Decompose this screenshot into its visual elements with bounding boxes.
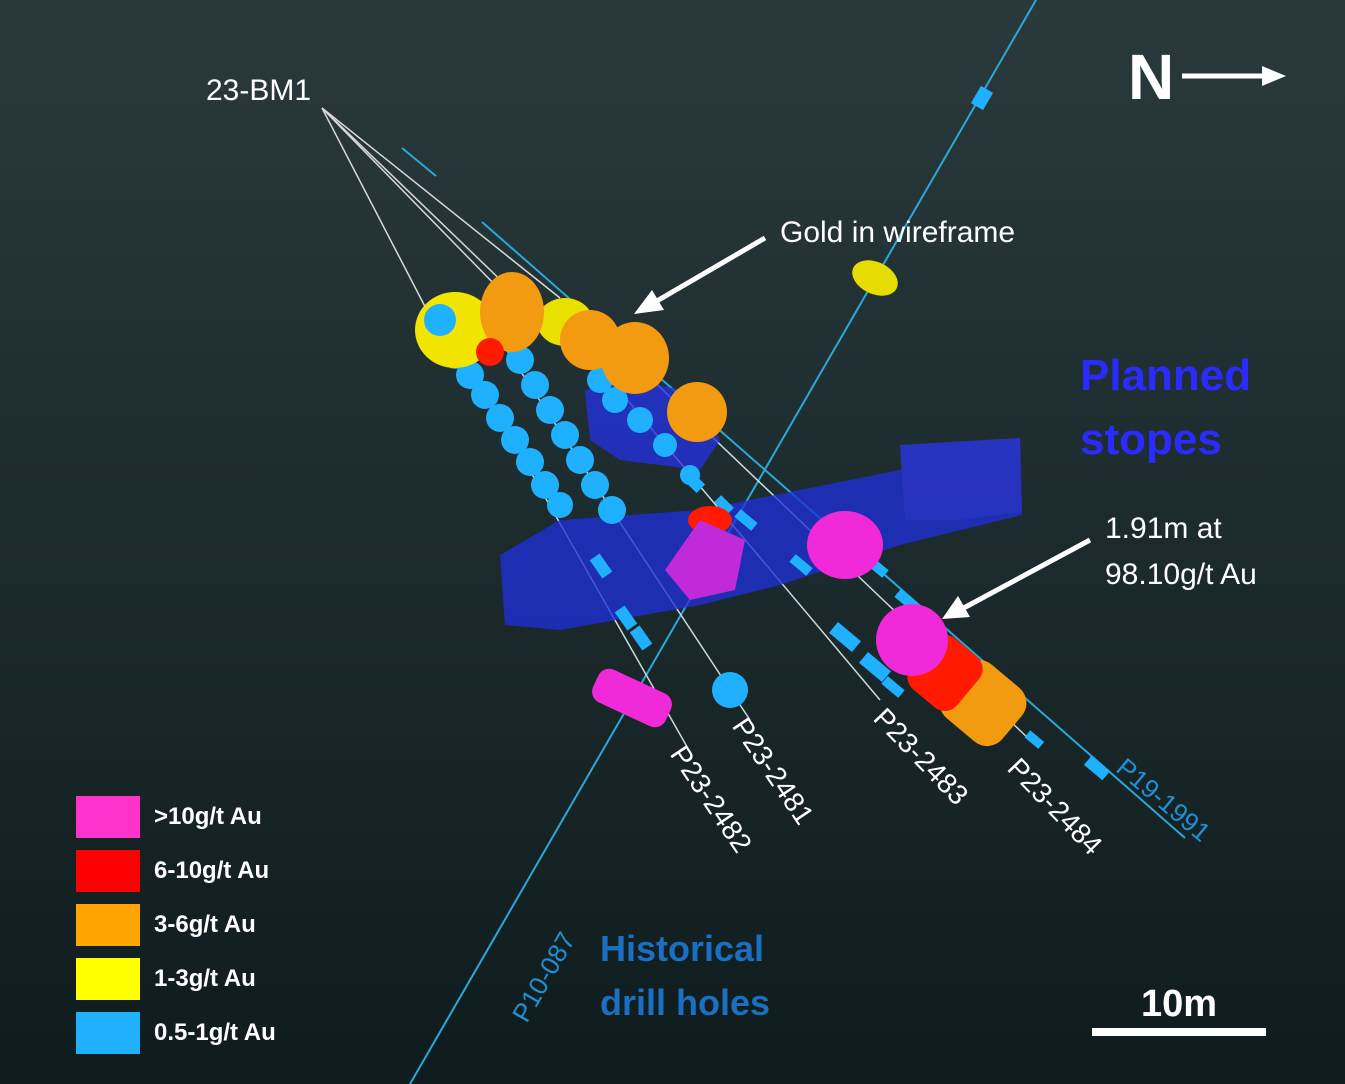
north-arrow-icon [1182, 66, 1286, 86]
historical-holes-line2: drill holes [600, 982, 771, 1023]
intercept-arrow [958, 537, 1092, 613]
planned-stopes-line1: Planned [1080, 351, 1252, 400]
scale-bar-label: 10m [1140, 983, 1218, 1025]
gold-wireframe-arrow [648, 235, 767, 308]
planned-stopes [500, 380, 1022, 630]
legend-swatch [76, 796, 140, 838]
legend-label: 6-10g/t Au [154, 857, 270, 884]
legend-label: 0.5-1g/t Au [154, 1019, 276, 1046]
legend-row-3-6: 3-6g/t Au [76, 898, 276, 952]
planned-stopes-line2: stopes [1080, 415, 1222, 464]
grade-legend: >10g/t Au 6-10g/t Au 3-6g/t Au 1-3g/t Au… [76, 790, 276, 1060]
historical-hole-dash [401, 147, 437, 177]
legend-label: 3-6g/t Au [154, 911, 256, 938]
historical-holes-line1: Historical [600, 928, 765, 969]
low-grade-intervals [441, 85, 1111, 781]
legend-label: 1-3g/t Au [154, 965, 256, 992]
historical-holes-label: Historical drill holes [600, 922, 770, 1030]
legend-swatch [76, 904, 140, 946]
gold-wireframe-label: Gold in wireframe [780, 216, 1016, 249]
legend-swatch [76, 850, 140, 892]
legend-swatch [76, 1012, 140, 1054]
legend-row-6-10: 6-10g/t Au [76, 844, 276, 898]
collar-label: 23-BM1 [206, 74, 312, 107]
legend-label: >10g/t Au [154, 803, 262, 830]
scale-bar: 10m [1092, 984, 1266, 1036]
legend-row-gt10: >10g/t Au [76, 790, 276, 844]
scale-bar-line [1092, 1028, 1266, 1036]
legend-row-1-3: 1-3g/t Au [76, 952, 276, 1006]
high-grade-intervals [592, 511, 948, 728]
intercept-label-line2: 98.10g/t Au [1105, 558, 1257, 591]
planned-stopes-label: Planned stopes [1080, 344, 1251, 472]
intercept-label-line1: 1.91m at [1105, 512, 1222, 545]
legend-swatch [76, 958, 140, 1000]
legend-row-0-5-1: 0.5-1g/t Au [76, 1006, 276, 1060]
north-label: N [1128, 41, 1175, 113]
annotation-arrows [634, 235, 1092, 619]
